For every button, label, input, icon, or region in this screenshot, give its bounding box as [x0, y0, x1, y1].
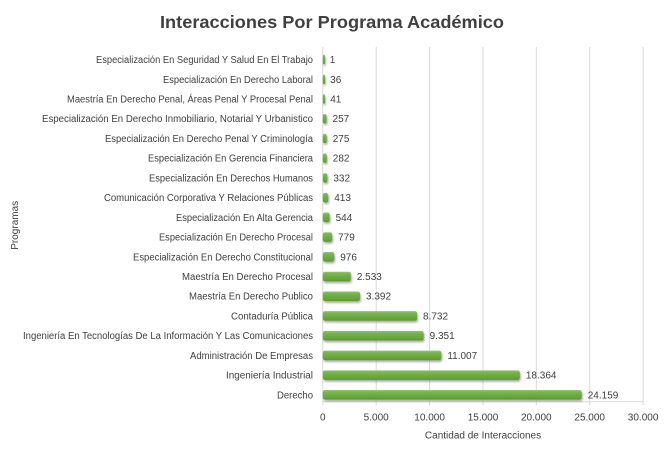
svg-text:2.533: 2.533: [357, 272, 382, 283]
svg-text:Maestría En Derecho Publico: Maestría En Derecho Publico: [189, 292, 313, 303]
svg-text:544: 544: [336, 213, 353, 224]
svg-text:9.351: 9.351: [430, 331, 455, 342]
svg-text:0: 0: [320, 412, 326, 423]
svg-text:Especialización En Derecho Inm: Especialización En Derecho Inmobiliario,…: [42, 114, 313, 125]
svg-text:20.000: 20.000: [521, 412, 552, 423]
svg-text:Especialización En Derecho Pro: Especialización En Derecho Procesal: [159, 233, 313, 244]
svg-text:24.159: 24.159: [588, 390, 619, 401]
svg-text:976: 976: [340, 252, 357, 263]
svg-text:Ingeniería En Tecnologías De L: Ingeniería En Tecnologías De La Informac…: [23, 331, 313, 342]
svg-text:8.732: 8.732: [423, 311, 448, 322]
svg-text:5.000: 5.000: [364, 412, 389, 423]
svg-text:413: 413: [334, 193, 351, 204]
svg-text:36: 36: [330, 75, 342, 86]
svg-text:Contaduría Pública: Contaduría Pública: [231, 311, 313, 322]
svg-text:257: 257: [333, 114, 350, 125]
svg-text:Cantidad de Interacciones: Cantidad de Interacciones: [425, 431, 541, 442]
svg-text:Derecho: Derecho: [277, 390, 313, 401]
svg-text:Ingeniería Industrial: Ingeniería Industrial: [226, 371, 313, 382]
svg-text:15.000: 15.000: [468, 412, 499, 423]
svg-text:10.000: 10.000: [414, 412, 445, 423]
svg-text:275: 275: [333, 134, 350, 145]
svg-text:41: 41: [330, 94, 342, 105]
svg-text:779: 779: [338, 233, 355, 244]
svg-text:Administración De Empresas: Administración De Empresas: [190, 351, 313, 362]
svg-text:Maestría En Derecho Procesal: Maestría En Derecho Procesal: [182, 272, 313, 283]
svg-text:25.000: 25.000: [574, 412, 605, 423]
svg-text:1: 1: [330, 55, 336, 66]
svg-text:Programas: Programas: [10, 201, 21, 250]
svg-text:Especialización En Derecho Con: Especialización En Derecho Constituciona…: [133, 252, 313, 263]
svg-text:Maestría En Derecho Penal, Áre: Maestría En Derecho Penal, Áreas Penal Y…: [67, 92, 313, 105]
svg-text:Especialización En Alta Gerenc: Especialización En Alta Gerencia: [176, 213, 313, 224]
svg-text:282: 282: [333, 154, 350, 165]
svg-text:Comunicación Corporativa Y Rel: Comunicación Corporativa Y Relaciones Pú…: [104, 193, 313, 204]
svg-text:Especialización En Derechos Hu: Especialización En Derechos Humanos: [149, 173, 313, 184]
svg-text:18.364: 18.364: [526, 371, 557, 382]
svg-text:30.000: 30.000: [628, 412, 659, 423]
svg-text:11.007: 11.007: [447, 351, 477, 362]
svg-text:Interacciones Por Programa Aca: Interacciones Por Programa Académico: [160, 12, 504, 32]
svg-text:Especialización En Seguridad Y: Especialización En Seguridad Y Salud En …: [96, 55, 313, 66]
svg-text:3.392: 3.392: [366, 292, 391, 303]
svg-text:332: 332: [333, 173, 350, 184]
svg-text:Especialización En Gerencia Fi: Especialización En Gerencia Financiera: [148, 154, 313, 165]
svg-text:Especialización En Derecho Lab: Especialización En Derecho Laboral: [163, 75, 313, 86]
svg-text:Especialización En Derecho Pen: Especialización En Derecho Penal Y Crimi…: [105, 134, 313, 145]
